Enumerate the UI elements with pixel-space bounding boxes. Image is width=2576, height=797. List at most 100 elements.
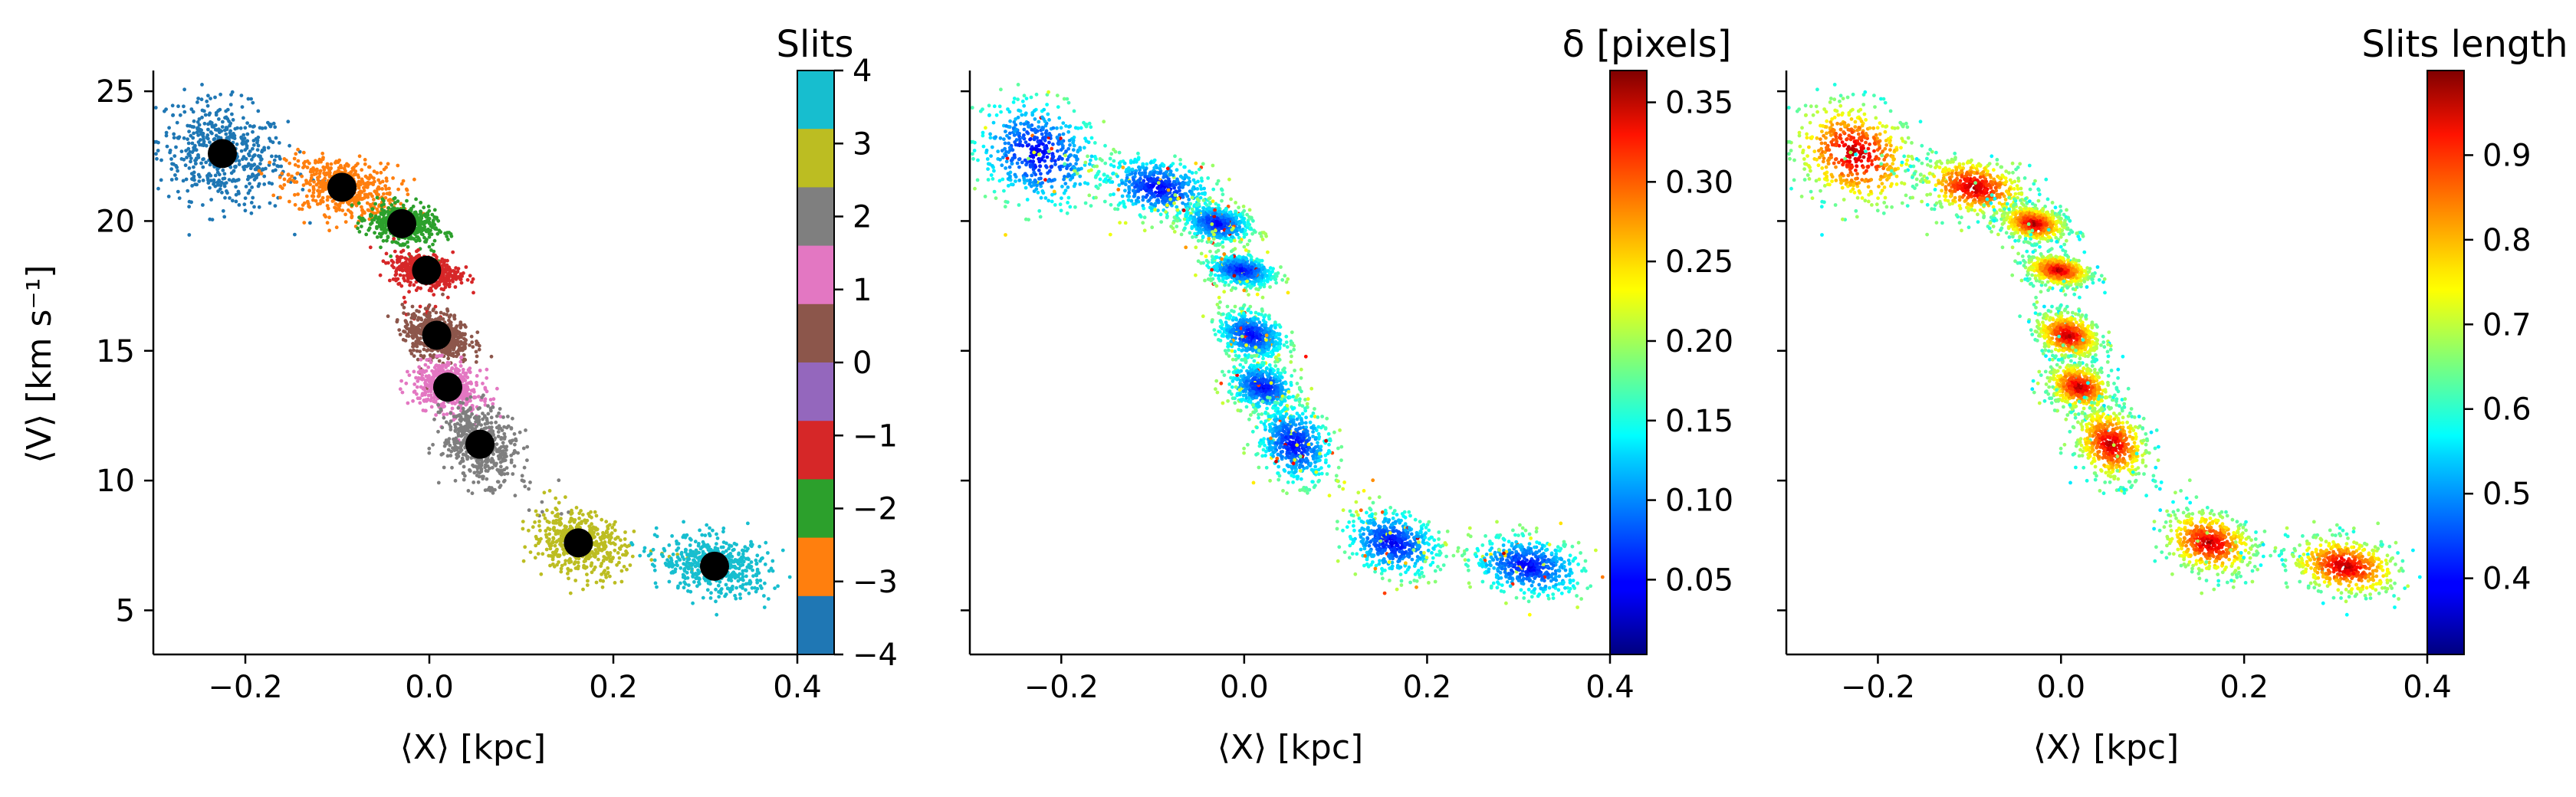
data-point xyxy=(453,369,458,373)
data-point xyxy=(1025,198,1030,202)
data-point xyxy=(537,520,541,523)
data-point xyxy=(380,197,385,202)
data-point xyxy=(380,207,384,212)
slit-mean-marker xyxy=(208,139,237,169)
data-point xyxy=(201,157,205,162)
data-point xyxy=(228,165,233,169)
data-point xyxy=(423,220,428,225)
data-point xyxy=(651,547,656,552)
data-point xyxy=(435,368,439,372)
data-point xyxy=(521,479,525,483)
data-point xyxy=(314,172,318,176)
data-point xyxy=(317,171,322,175)
slits-colorbar-swatch xyxy=(797,595,834,655)
data-point xyxy=(559,569,564,574)
data-point xyxy=(244,139,248,144)
data-point xyxy=(506,424,511,428)
data-point xyxy=(228,103,233,107)
data-point xyxy=(320,189,325,193)
data-point xyxy=(204,160,209,165)
data-point xyxy=(362,182,366,186)
data-point xyxy=(189,156,193,161)
data-point xyxy=(996,149,1001,154)
data-point xyxy=(464,371,468,376)
data-point xyxy=(642,549,646,553)
data-point xyxy=(1000,163,1004,168)
data-point xyxy=(617,546,622,550)
data-point xyxy=(414,376,418,380)
data-point xyxy=(525,444,530,449)
data-point xyxy=(682,580,686,585)
data-point xyxy=(533,556,537,560)
data-point xyxy=(356,226,360,231)
data-point xyxy=(175,120,179,125)
data-point xyxy=(780,548,785,553)
data-point xyxy=(206,178,210,182)
data-point xyxy=(613,520,617,524)
data-point xyxy=(243,126,248,130)
data-point xyxy=(308,182,312,187)
data-point xyxy=(268,124,273,129)
data-point xyxy=(1083,136,1087,141)
data-point xyxy=(502,431,507,436)
data-point xyxy=(442,268,446,273)
data-point xyxy=(407,373,412,377)
data-point xyxy=(380,187,384,191)
data-point xyxy=(406,192,410,197)
data-point xyxy=(1074,162,1078,166)
data-point xyxy=(1024,97,1029,100)
data-point xyxy=(474,420,478,424)
data-point xyxy=(685,570,689,575)
data-point xyxy=(475,343,478,346)
data-point xyxy=(372,198,376,202)
data-point xyxy=(251,146,255,151)
data-point xyxy=(445,360,450,365)
data-point xyxy=(439,452,444,457)
data-point xyxy=(521,446,526,451)
data-point xyxy=(357,154,362,159)
data-point xyxy=(650,562,655,567)
data-point xyxy=(448,271,452,274)
data-point xyxy=(320,179,324,183)
data-point xyxy=(153,106,158,110)
data-point xyxy=(701,595,705,600)
data-point xyxy=(402,243,406,248)
data-point xyxy=(206,122,210,126)
data-point xyxy=(442,415,446,420)
data-point xyxy=(242,136,247,141)
data-point xyxy=(302,221,307,225)
data-point xyxy=(466,368,471,372)
data-point xyxy=(256,109,261,113)
data-point xyxy=(590,522,593,526)
data-point xyxy=(387,186,391,191)
data-point xyxy=(206,93,210,98)
data-point xyxy=(360,196,365,201)
data-point xyxy=(464,265,468,269)
data-point xyxy=(456,405,461,410)
data-point xyxy=(682,520,685,524)
data-point xyxy=(311,191,316,195)
data-point xyxy=(675,548,679,553)
data-point xyxy=(304,181,309,185)
y-tick-label: 10 xyxy=(96,464,135,499)
data-point xyxy=(470,491,475,496)
data-point xyxy=(320,157,325,162)
data-point xyxy=(619,579,624,584)
data-point xyxy=(715,536,720,540)
data-point xyxy=(399,255,404,260)
data-point xyxy=(399,266,403,270)
data-point xyxy=(398,333,402,336)
data-point xyxy=(280,171,284,175)
data-point xyxy=(415,349,419,353)
data-point xyxy=(257,166,261,170)
data-point xyxy=(379,170,383,175)
data-point xyxy=(731,559,736,564)
data-point xyxy=(741,552,745,556)
data-point xyxy=(706,581,711,585)
data-point xyxy=(223,195,227,200)
data-point xyxy=(172,136,176,140)
data-point xyxy=(695,584,699,589)
data-point xyxy=(268,136,271,141)
data-point xyxy=(682,585,686,590)
data-point xyxy=(464,426,468,430)
